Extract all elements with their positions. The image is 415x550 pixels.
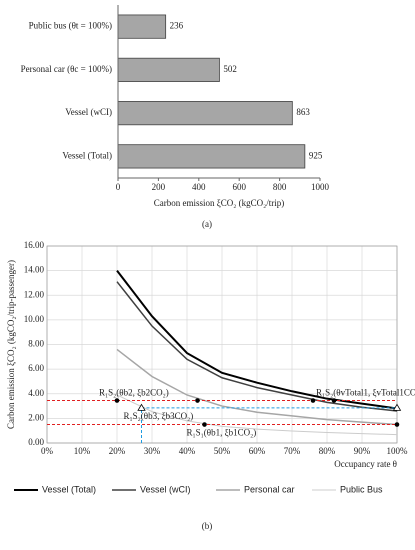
category-label: Vessel (Total)	[62, 150, 112, 160]
category-label: Public bus (θt = 100%)	[29, 21, 112, 31]
annotation: R₁S₂(θb2, ξb2CO₂)	[99, 388, 169, 398]
x-tick-label: 60%	[249, 446, 266, 456]
x-tick-label: 200	[152, 182, 166, 192]
caption: (b)	[202, 521, 213, 531]
y-tick-label: 16.00	[24, 240, 45, 250]
legend-label: Vessel (Total)	[42, 484, 96, 494]
x-axis-label: Carbon emission ξCO₂ (kgCO₂/trip)	[154, 198, 285, 208]
bar	[117, 101, 293, 126]
x-tick-label: 0%	[41, 446, 54, 456]
x-tick-label: 80%	[319, 446, 336, 456]
marker	[202, 422, 207, 427]
y-tick-label: 4.00	[28, 388, 44, 398]
series-line	[116, 348, 398, 426]
x-tick-label: 90%	[354, 446, 371, 456]
bar	[117, 57, 220, 82]
value-label: 236	[170, 21, 184, 31]
annotation: R₁S₁(θb1, ξb1CO₂)	[187, 428, 257, 438]
value-label: 925	[309, 150, 323, 160]
legend-label: Public Bus	[340, 484, 383, 494]
x-tick-label: 10%	[74, 446, 91, 456]
legend-label: Vessel (wCI)	[140, 484, 191, 494]
series-line	[116, 270, 398, 410]
x-tick-label: 100%	[387, 446, 409, 456]
y-axis-label: Carbon emission ξCO₂ (kgCO₂/trip-passeng…	[6, 260, 16, 429]
marker	[392, 403, 402, 411]
bar	[117, 14, 167, 39]
marker	[310, 398, 316, 403]
x-tick-label: 400	[192, 182, 206, 192]
y-tick-label: 8.00	[28, 339, 44, 349]
caption: (a)	[202, 219, 212, 229]
x-tick-label: 600	[232, 182, 246, 192]
annotation: R₁S₂(θvTotal1, ξvTotal1CO₂)	[316, 388, 415, 398]
plot-frame	[46, 245, 398, 444]
category-label: Vessel (wCI)	[65, 107, 112, 117]
x-tick-label: 40%	[179, 446, 196, 456]
x-tick-label: 20%	[109, 446, 126, 456]
category-label: Personal car (θc = 100%)	[21, 64, 112, 74]
y-tick-label: 0.00	[28, 437, 44, 447]
y-tick-label: 2.00	[28, 412, 44, 422]
y-tick-label: 14.00	[24, 265, 45, 275]
value-label: 863	[296, 107, 310, 117]
marker	[195, 398, 200, 403]
x-tick-label: 30%	[144, 446, 161, 456]
series-line	[116, 394, 398, 436]
x-tick-label: 0	[116, 182, 121, 192]
x-tick-label: 800	[273, 182, 287, 192]
bar	[117, 144, 306, 169]
value-label: 502	[223, 64, 237, 74]
annotation: R₁S₂(θb3, ξb3CO₂)	[124, 411, 194, 421]
y-tick-label: 6.00	[28, 363, 44, 373]
series-line	[116, 281, 398, 412]
y-tick-label: 12.00	[24, 289, 45, 299]
marker	[394, 422, 400, 427]
y-tick-label: 10.00	[24, 314, 45, 324]
legend-label: Personal car	[244, 484, 295, 494]
x-axis-label: Occupancy rate θ	[334, 459, 397, 469]
x-tick-label: 70%	[284, 446, 301, 456]
marker	[114, 398, 120, 403]
x-tick-label: 50%	[214, 446, 231, 456]
marker	[137, 403, 146, 411]
marker	[331, 398, 337, 403]
x-tick-label: 1000	[311, 182, 330, 192]
